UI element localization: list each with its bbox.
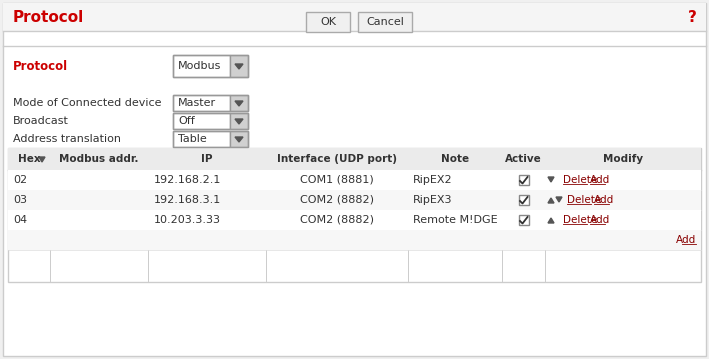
- Text: RipEX3: RipEX3: [413, 195, 452, 205]
- Text: Protocol: Protocol: [13, 60, 68, 73]
- Bar: [173, 131, 248, 147]
- Polygon shape: [39, 157, 45, 162]
- Polygon shape: [235, 64, 243, 69]
- Bar: [8, 148, 701, 170]
- Text: 10.203.3.33: 10.203.3.33: [154, 215, 221, 225]
- Bar: [8, 148, 701, 282]
- Text: 02: 02: [13, 175, 27, 185]
- Bar: [173, 95, 230, 111]
- Bar: [173, 113, 230, 129]
- Text: Interface (UDP port): Interface (UDP port): [277, 154, 397, 164]
- Bar: [8, 190, 701, 210]
- Bar: [230, 131, 248, 147]
- Text: Modbus addr.: Modbus addr.: [60, 154, 139, 164]
- Bar: [358, 12, 412, 32]
- Polygon shape: [235, 101, 243, 106]
- Text: Add: Add: [590, 175, 610, 185]
- Text: 192.168.3.1: 192.168.3.1: [154, 195, 221, 205]
- Text: COM1 (8881): COM1 (8881): [300, 175, 374, 185]
- Text: Active: Active: [505, 154, 542, 164]
- Text: Master: Master: [178, 98, 216, 108]
- Text: Note: Note: [441, 154, 469, 164]
- Text: Cancel: Cancel: [366, 17, 404, 27]
- Text: Remote M!DGE: Remote M!DGE: [413, 215, 498, 225]
- Text: 192.168.2.1: 192.168.2.1: [154, 175, 221, 185]
- Bar: [518, 175, 528, 185]
- Bar: [518, 215, 528, 225]
- Text: ?: ?: [688, 9, 697, 24]
- Text: Broadcast: Broadcast: [13, 116, 69, 126]
- Text: IP: IP: [201, 154, 213, 164]
- Text: Off: Off: [178, 116, 195, 126]
- Polygon shape: [548, 177, 554, 182]
- Text: Delete: Delete: [563, 175, 597, 185]
- Bar: [173, 95, 248, 111]
- Bar: [173, 131, 230, 147]
- Text: Delete: Delete: [567, 195, 601, 205]
- Text: Protocol: Protocol: [13, 9, 84, 24]
- Text: COM2 (8882): COM2 (8882): [300, 215, 374, 225]
- Text: Table: Table: [178, 134, 207, 144]
- Text: Modify: Modify: [603, 154, 643, 164]
- Bar: [173, 55, 230, 77]
- Bar: [230, 113, 248, 129]
- Text: RipEX2: RipEX2: [413, 175, 452, 185]
- Bar: [3, 3, 706, 31]
- Bar: [306, 12, 350, 32]
- Bar: [230, 55, 248, 77]
- Text: Hex: Hex: [18, 154, 40, 164]
- Polygon shape: [556, 197, 562, 202]
- Text: Modbus: Modbus: [178, 61, 221, 71]
- Text: Delete: Delete: [563, 215, 597, 225]
- Polygon shape: [235, 137, 243, 142]
- Text: Add: Add: [676, 235, 696, 245]
- Bar: [230, 95, 248, 111]
- Bar: [8, 170, 701, 190]
- Bar: [173, 55, 248, 77]
- Bar: [8, 230, 701, 250]
- Bar: [8, 210, 701, 230]
- Polygon shape: [548, 198, 554, 203]
- Text: Address translation: Address translation: [13, 134, 121, 144]
- Bar: [518, 195, 528, 205]
- Polygon shape: [235, 119, 243, 124]
- Text: Mode of Connected device: Mode of Connected device: [13, 98, 162, 108]
- Text: OK: OK: [320, 17, 336, 27]
- Text: 04: 04: [13, 215, 27, 225]
- Polygon shape: [548, 218, 554, 223]
- Text: 03: 03: [13, 195, 27, 205]
- Bar: [173, 113, 248, 129]
- Text: Add: Add: [594, 195, 614, 205]
- Text: COM2 (8882): COM2 (8882): [300, 195, 374, 205]
- Text: Add: Add: [590, 215, 610, 225]
